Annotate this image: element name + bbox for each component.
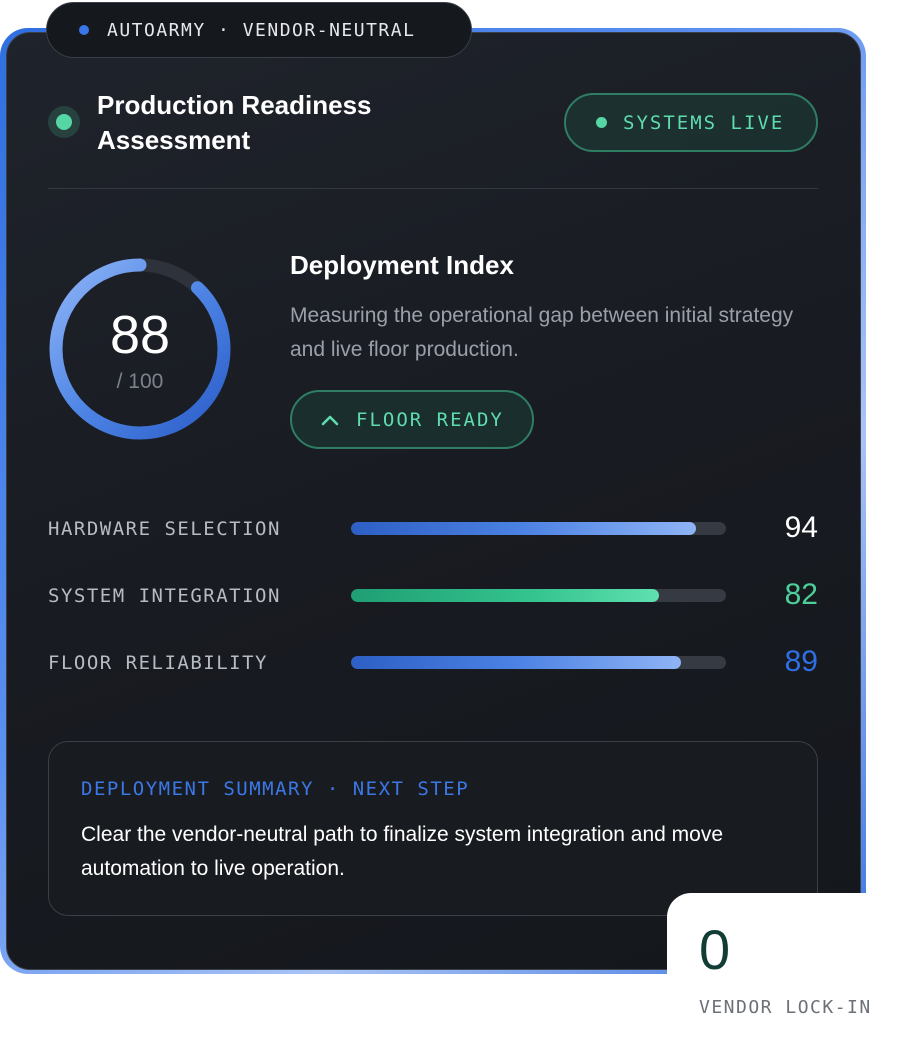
- floor-ready-label: FLOOR READY: [356, 408, 504, 431]
- metric-value: 94: [784, 511, 818, 544]
- brand-pill: AUTOARMY · VENDOR-NEUTRAL: [46, 2, 472, 58]
- vendor-lock-in-value: 0: [699, 918, 731, 981]
- brand-pill-label: AUTOARMY · VENDOR-NEUTRAL: [107, 19, 416, 41]
- metric-bar-fill: [351, 522, 696, 535]
- metric-label: SYSTEM INTEGRATION: [48, 585, 281, 607]
- metric-bar-track: [351, 656, 726, 669]
- metric-bar-track: [351, 589, 726, 602]
- metric-bar-fill: [351, 656, 681, 669]
- score-gauge-arc: [49, 258, 231, 440]
- brand-dot-icon: [79, 25, 89, 35]
- systems-live-label: SYSTEMS LIVE: [623, 111, 785, 134]
- systems-live-badge: SYSTEMS LIVE: [564, 93, 818, 152]
- metric-label: HARDWARE SELECTION: [48, 518, 281, 540]
- metric-label: FLOOR RELIABILITY: [48, 652, 268, 674]
- deployment-index-description: Measuring the operational gap between in…: [290, 304, 794, 361]
- metric-bar-track: [351, 522, 726, 535]
- chevron-up-icon: [321, 415, 339, 425]
- vendor-lock-in-card: 0 VENDOR LOCK-IN: [667, 893, 920, 1052]
- summary-heading: DEPLOYMENT SUMMARY · NEXT STEP: [81, 778, 470, 800]
- live-dot-icon: [596, 117, 607, 128]
- floor-ready-badge: FLOOR READY: [290, 390, 534, 449]
- metric-floor-reliability: FLOOR RELIABILITY 89: [48, 642, 818, 682]
- metric-value: 89: [784, 645, 818, 678]
- summary-body: Clear the vendor-neutral path to finaliz…: [81, 823, 724, 880]
- metric-system-integration: SYSTEM INTEGRATION 82: [48, 575, 818, 615]
- metric-hardware-selection: HARDWARE SELECTION 94: [48, 508, 818, 548]
- score-gauge: [49, 258, 231, 440]
- page-title: Production Readiness Assessment: [97, 90, 372, 155]
- gauge-max: / 100: [116, 370, 164, 393]
- deployment-index-title: Deployment Index: [290, 250, 514, 280]
- header-divider: [48, 188, 818, 189]
- metric-value: 82: [784, 578, 818, 611]
- vendor-lock-in-label: VENDOR LOCK-IN: [699, 997, 872, 1018]
- status-dot-icon: [48, 106, 80, 138]
- metric-bar-fill: [351, 589, 659, 602]
- gauge-score: 88: [109, 305, 171, 365]
- deployment-summary-panel: DEPLOYMENT SUMMARY · NEXT STEP Clear the…: [48, 741, 818, 916]
